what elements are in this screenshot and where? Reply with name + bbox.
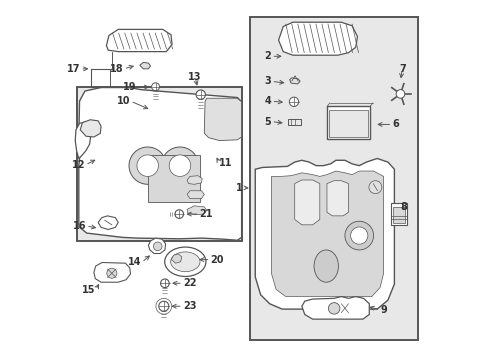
- Circle shape: [137, 155, 158, 176]
- Text: 11: 11: [219, 158, 232, 168]
- Circle shape: [151, 83, 159, 91]
- Text: 2: 2: [264, 51, 271, 61]
- Circle shape: [196, 90, 205, 99]
- Polygon shape: [204, 98, 241, 140]
- Bar: [390, 203, 407, 225]
- Ellipse shape: [313, 250, 338, 282]
- Polygon shape: [171, 254, 182, 263]
- Circle shape: [395, 90, 404, 98]
- Circle shape: [350, 227, 367, 244]
- Polygon shape: [140, 62, 150, 69]
- Circle shape: [159, 301, 168, 311]
- Circle shape: [160, 279, 169, 288]
- Bar: [329, 110, 367, 136]
- Polygon shape: [75, 122, 91, 158]
- Text: 12: 12: [72, 160, 85, 170]
- Text: 18: 18: [110, 64, 123, 74]
- Text: 19: 19: [123, 82, 137, 93]
- Bar: [147, 155, 199, 202]
- Polygon shape: [106, 30, 172, 51]
- Circle shape: [169, 155, 190, 176]
- Text: 21: 21: [199, 209, 213, 219]
- Circle shape: [328, 303, 339, 314]
- Circle shape: [289, 97, 298, 107]
- Polygon shape: [187, 191, 204, 199]
- Circle shape: [129, 147, 166, 184]
- Text: 16: 16: [72, 221, 86, 231]
- Circle shape: [344, 221, 373, 250]
- Circle shape: [368, 181, 381, 194]
- Bar: [77, 87, 242, 241]
- Polygon shape: [187, 176, 202, 184]
- Polygon shape: [326, 181, 348, 216]
- Text: 20: 20: [210, 255, 224, 265]
- Text: 22: 22: [183, 278, 196, 288]
- Text: 6: 6: [391, 120, 398, 129]
- Ellipse shape: [170, 252, 200, 272]
- Circle shape: [153, 242, 162, 251]
- Bar: [249, 17, 417, 339]
- Polygon shape: [187, 206, 206, 215]
- Polygon shape: [271, 171, 383, 297]
- Bar: [326, 107, 369, 139]
- Text: 8: 8: [400, 202, 407, 212]
- Circle shape: [106, 268, 117, 278]
- Circle shape: [175, 210, 183, 219]
- Polygon shape: [301, 297, 368, 319]
- Ellipse shape: [164, 247, 205, 276]
- Text: 13: 13: [188, 72, 202, 82]
- Polygon shape: [289, 78, 300, 84]
- Polygon shape: [80, 120, 101, 137]
- Text: 7: 7: [398, 64, 405, 74]
- Text: 15: 15: [82, 285, 96, 295]
- Polygon shape: [98, 216, 118, 229]
- Text: 3: 3: [264, 76, 271, 86]
- Polygon shape: [255, 158, 394, 309]
- Polygon shape: [79, 87, 241, 240]
- Polygon shape: [148, 238, 165, 253]
- Text: 23: 23: [183, 301, 196, 311]
- Polygon shape: [278, 22, 357, 55]
- Text: 9: 9: [379, 305, 386, 315]
- Text: 10: 10: [117, 96, 130, 106]
- Text: 17: 17: [67, 64, 80, 74]
- Polygon shape: [94, 262, 130, 282]
- Text: 5: 5: [264, 117, 271, 127]
- Bar: [287, 119, 301, 125]
- Bar: [392, 207, 405, 223]
- Text: 4: 4: [264, 96, 271, 106]
- Text: 1: 1: [235, 183, 242, 193]
- Text: 14: 14: [128, 257, 142, 267]
- Polygon shape: [294, 180, 319, 225]
- Circle shape: [161, 147, 198, 184]
